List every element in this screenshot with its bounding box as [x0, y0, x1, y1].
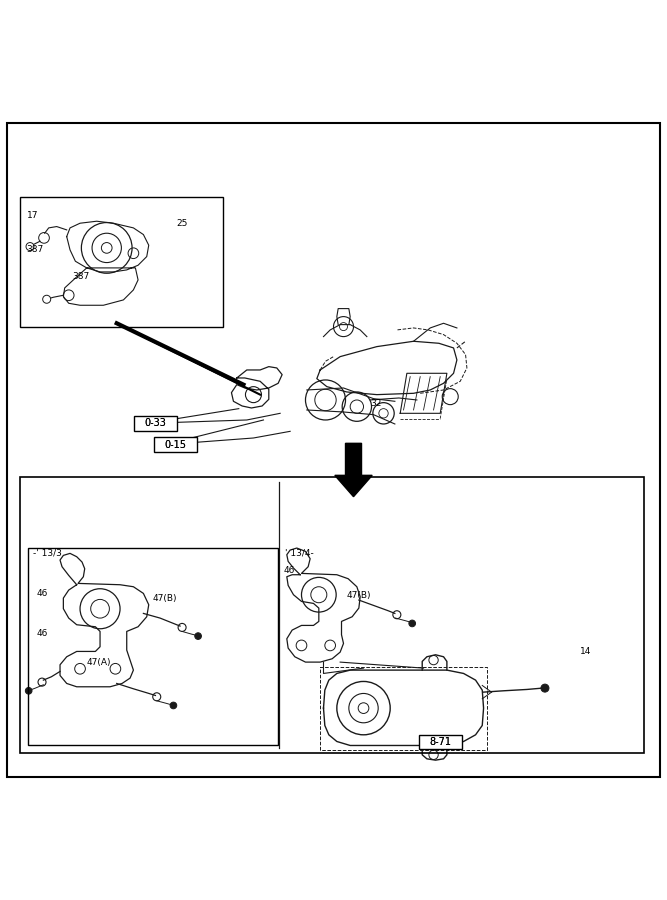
Text: 46: 46: [37, 589, 48, 598]
Text: 0-15: 0-15: [165, 440, 186, 450]
Bar: [20, 477, 644, 753]
Circle shape: [25, 688, 32, 694]
Bar: [133, 416, 177, 431]
Circle shape: [195, 633, 201, 639]
Text: 25: 25: [177, 219, 188, 228]
Text: 8-71: 8-71: [430, 737, 451, 747]
Text: 0-33: 0-33: [145, 418, 166, 428]
Text: 47(A): 47(A): [87, 658, 111, 667]
Circle shape: [43, 295, 51, 303]
Bar: [419, 734, 462, 750]
Circle shape: [409, 620, 416, 626]
Polygon shape: [335, 444, 372, 497]
Text: 47(B): 47(B): [152, 594, 177, 603]
Text: 17: 17: [27, 211, 38, 220]
Text: 387: 387: [72, 272, 89, 281]
Text: 14: 14: [580, 647, 592, 656]
Text: 46: 46: [283, 565, 295, 574]
Circle shape: [541, 684, 549, 692]
Bar: [28, 548, 278, 745]
Text: ' 13/4-: ' 13/4-: [285, 549, 314, 558]
Text: 8-71: 8-71: [430, 737, 451, 747]
Text: 32: 32: [370, 399, 382, 408]
Text: 0-33: 0-33: [145, 418, 166, 428]
Text: 387: 387: [27, 246, 44, 255]
Circle shape: [26, 243, 34, 250]
Text: 46: 46: [37, 629, 48, 638]
Bar: [20, 196, 223, 327]
Bar: [153, 437, 197, 452]
Text: 47(B): 47(B): [347, 591, 372, 600]
Circle shape: [170, 702, 177, 709]
Text: -' 13/3: -' 13/3: [33, 549, 62, 558]
Text: 0-15: 0-15: [165, 440, 186, 450]
